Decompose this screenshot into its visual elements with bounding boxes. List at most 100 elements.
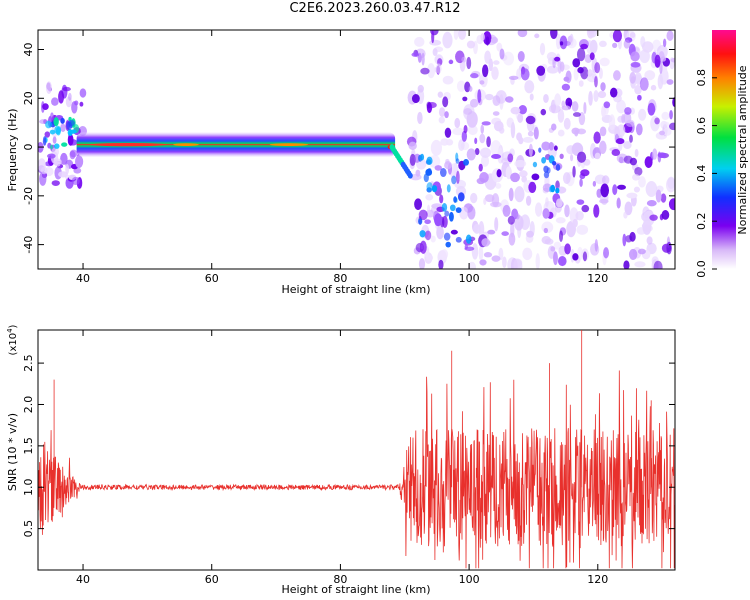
spectrogram-blob [431,30,435,44]
spectrogram-blob [528,181,537,194]
spectrogram-blob [483,197,487,206]
spectrogram-blob [79,88,87,98]
spectrogram-blob [644,70,656,81]
spectrogram-blob [419,240,427,254]
spectrogram-blob [581,204,590,213]
spectrogram-blob [529,93,534,101]
spectrogram-blob [517,113,524,123]
spectrogram-blob [572,165,576,178]
spectrogram-blob [519,170,528,178]
spectrogram-blob [582,251,588,262]
spectrogram-blob [543,171,550,179]
spectrogram-blob [635,123,643,136]
spectrogram-blob [579,178,583,187]
spectrogram-blob [555,198,563,208]
y-tick-label: -20 [22,187,35,205]
spectrogram-blob [638,176,646,188]
spectrogram-blob [68,119,75,127]
spectrogram-blob [510,172,520,183]
spectrogram-blob [45,81,52,94]
spectrogram-blob [539,42,546,56]
spectrogram-blob [522,136,534,143]
spectrogram-blob [634,167,643,176]
spectrogram-blob [456,80,466,92]
spectrogram-blob [444,127,452,138]
spectrogram-blob [430,235,436,243]
spectrogram-blob [667,176,675,189]
spectrogram-blob [653,260,663,269]
snr-series-line [38,370,675,569]
spectrogram-blob [508,75,519,80]
spectrogram-blob [531,173,540,181]
spectrogram-blob [463,108,473,115]
spectrogram-blob [593,131,601,144]
spectrogram-blob [634,261,646,268]
spectrogram-blob [548,141,554,151]
spectrogram-blob [540,108,547,116]
spectrogram-blob [666,241,672,255]
spectrogram-blob [427,168,432,174]
spectrogram-blob [525,195,532,206]
spectrogram-blob [661,210,670,220]
snr-x-axis-label: Height of straight line (km) [281,583,430,596]
spectrogram-blob [452,127,464,136]
spectrogram-blob [507,153,514,163]
spectrogram-blob [527,131,534,137]
spectrogram-blob [453,196,457,203]
spectrogram-blob [491,66,499,80]
spectrogram-blob [429,39,442,46]
spectrogram-blob [479,80,485,85]
spectrogram-blob [589,52,595,61]
spectrogram-blob [538,147,542,153]
spectrogram-blob [491,255,501,262]
spectrogram-blob [479,147,492,158]
spectrogram-blob [468,85,473,92]
spectrogram-blob [493,120,504,132]
spectrogram-blob [476,177,486,185]
spectrogram-blob [594,239,599,252]
spectrogram-blob [615,138,625,145]
spectrogram-blob [517,30,528,38]
spectrogram-blob [443,232,451,241]
spectrogram-blob [449,204,456,212]
spectrogram-blob [441,202,448,212]
spectrogram-blob [49,144,54,150]
spectrogram-blob [466,111,478,128]
spectrogram-blob [654,117,660,125]
spectrogram-blob [534,33,540,39]
spectrogram-blob [480,155,490,167]
spectrogram-blob [626,192,638,199]
spectrogram-blob [421,52,425,66]
spectrogram-blob [541,141,551,151]
spectrogram-blob [630,61,641,68]
spectrogram-blob [587,69,593,77]
spectrogram-blob [499,48,505,60]
spectrogram-blob [578,80,584,87]
spectrogram-blob [446,184,451,193]
steady-line-peak [173,143,199,147]
spectrogram-blob [600,82,606,92]
spectrogram-blob [561,83,571,91]
colorbar-tick-label: 0.2 [695,212,708,230]
spectrogram-blob [577,67,584,74]
spectrogram-blob [594,152,601,160]
steady-line-peak [89,143,167,147]
spectrogram-blob [552,161,557,166]
spectrogram-blob [444,210,450,217]
spectrogram-blob [580,43,588,50]
spectrogram-blob [576,128,587,135]
x-tick-label: 120 [587,573,608,586]
spectrogram-blob [559,61,565,72]
spectrogram-blob [557,129,565,137]
spectrogram-blob [575,211,584,221]
colorbar-tick-label: 0.6 [695,117,708,135]
spectrogram-blob [69,149,78,158]
spectrogram-blob [444,161,452,170]
spectrogram-blob [462,96,468,102]
spectrogram-blob [558,256,567,267]
spectrogram-blob [75,155,84,168]
spectrogram-blob [572,253,579,261]
spectrogram-blob [600,183,610,198]
spectrogram-blob [617,184,626,190]
spectrogram-blob [491,153,502,160]
